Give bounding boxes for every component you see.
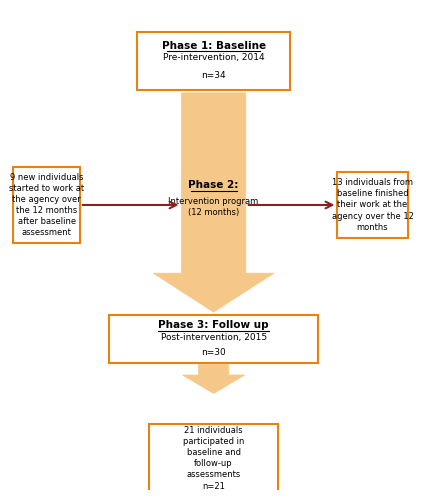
Text: Phase 2:: Phase 2: — [188, 180, 239, 190]
Text: Phase 1: Baseline: Phase 1: Baseline — [162, 40, 266, 50]
Polygon shape — [182, 364, 245, 394]
FancyBboxPatch shape — [149, 424, 278, 492]
Text: Phase 3: Follow up: Phase 3: Follow up — [158, 320, 269, 330]
Text: n=30: n=30 — [201, 348, 226, 357]
Text: Pre-intervention, 2014: Pre-intervention, 2014 — [163, 54, 265, 62]
Text: Post-intervention, 2015: Post-intervention, 2015 — [161, 333, 267, 342]
FancyBboxPatch shape — [109, 314, 318, 364]
FancyBboxPatch shape — [338, 172, 408, 238]
Text: (12 months): (12 months) — [188, 208, 239, 217]
Text: n=34: n=34 — [201, 72, 226, 80]
Text: 9 new individuals
started to work at
the agency over
the 12 months
after baselin: 9 new individuals started to work at the… — [9, 172, 84, 237]
Text: 21 individuals
participated in
baseline and
follow-up
assessments
n=21: 21 individuals participated in baseline … — [183, 426, 244, 490]
Text: Intervention program: Intervention program — [168, 197, 259, 206]
Text: 13 individuals from
baseline finished
their work at the
agency over the 12
month: 13 individuals from baseline finished th… — [332, 178, 413, 232]
FancyBboxPatch shape — [137, 32, 290, 90]
Polygon shape — [153, 93, 274, 312]
FancyBboxPatch shape — [14, 167, 80, 242]
